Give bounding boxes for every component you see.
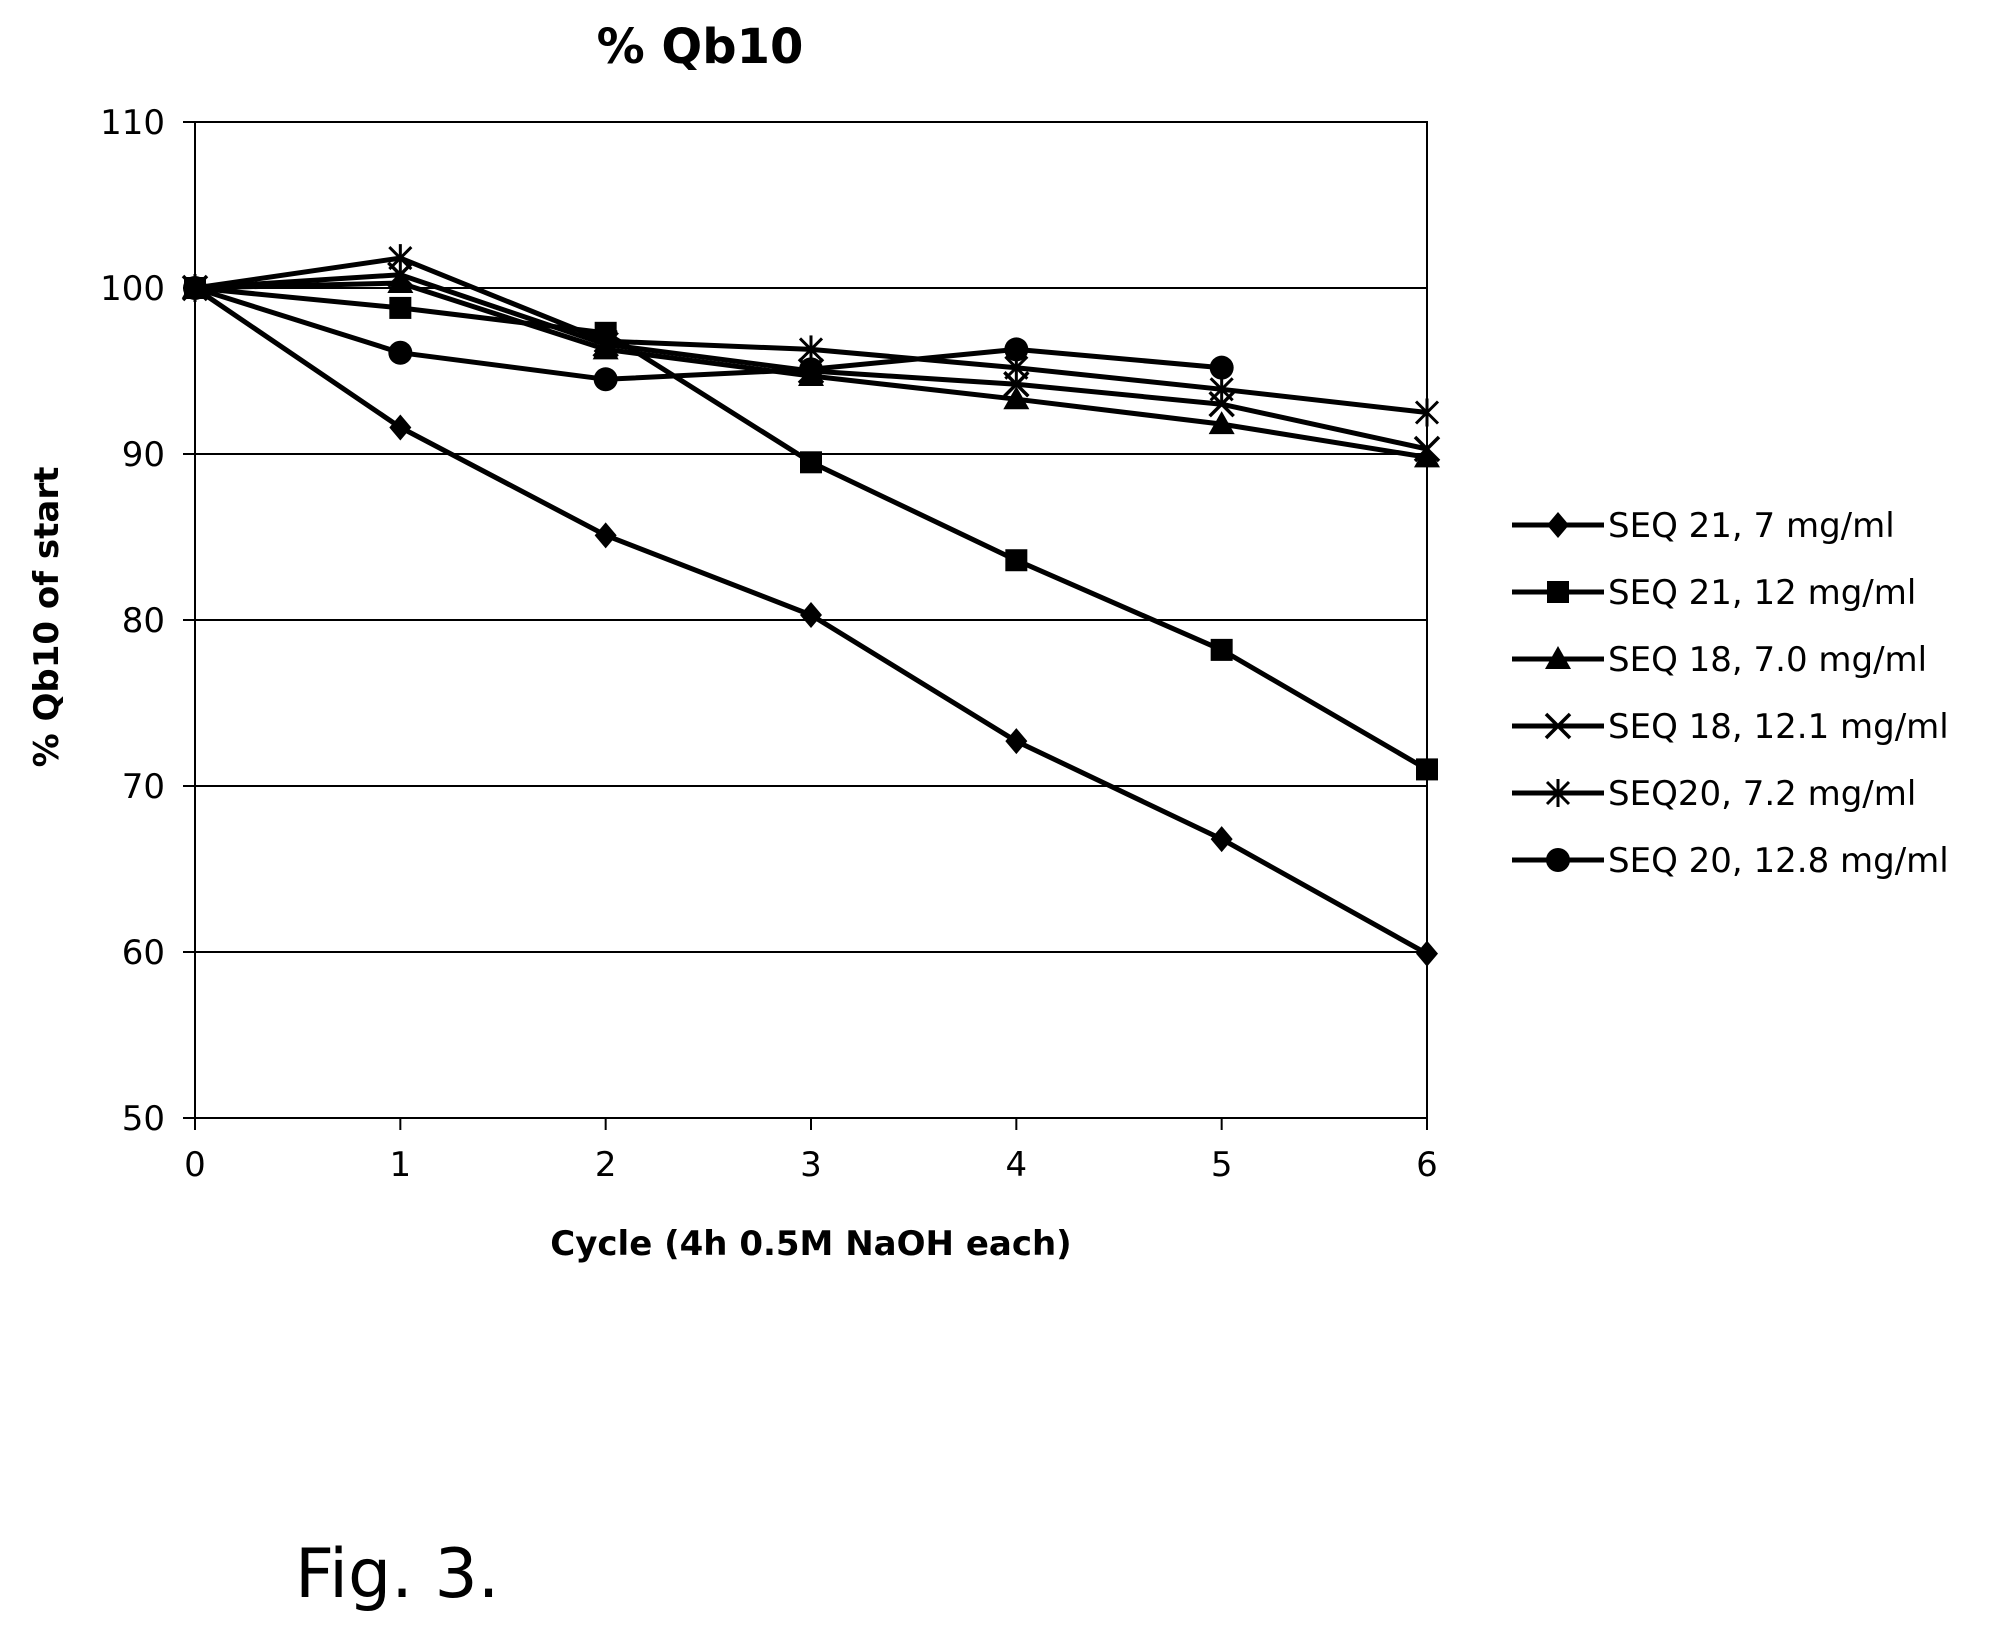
data-point xyxy=(1416,940,1438,967)
data-point xyxy=(1413,435,1441,463)
series-5 xyxy=(182,244,1440,427)
x-tick-label: 0 xyxy=(184,1145,206,1185)
data-point xyxy=(800,602,822,629)
y-tick-label: 100 xyxy=(100,269,165,309)
data-point xyxy=(1210,826,1233,853)
y-axis-label: % Qb10 of start xyxy=(27,467,67,768)
data-point xyxy=(1210,638,1233,661)
x-axis-label: Cycle (4h 0.5M NaOH each) xyxy=(550,1224,1071,1264)
legend-label: SEQ 21, 12 mg/ml xyxy=(1608,573,1916,613)
marker-stroke xyxy=(1413,435,1441,463)
data-point xyxy=(1209,375,1234,404)
series-line xyxy=(194,285,1222,382)
y-tick-label: 50 xyxy=(122,1099,165,1139)
y-tick-label: 90 xyxy=(122,435,165,475)
series-6 xyxy=(183,276,1234,392)
data-point xyxy=(1004,337,1029,362)
data-point xyxy=(388,244,413,273)
data-point xyxy=(594,522,617,549)
legend-marker xyxy=(1544,712,1572,740)
legend-marker xyxy=(1545,646,1571,669)
marker-stroke xyxy=(1544,712,1572,740)
axes: 50 60 70 80 90 100 110 0 1 2 3 4 5 6 xyxy=(100,103,1438,1185)
legend-label: SEQ 18, 12.1 mg/ml xyxy=(1608,707,1949,747)
data-point xyxy=(1005,549,1028,572)
legend-label: SEQ20, 7.2 mg/ml xyxy=(1608,774,1916,814)
x-tick-label: 6 xyxy=(1416,1145,1438,1185)
data-point xyxy=(799,357,823,382)
y-tick-label: 80 xyxy=(122,601,165,641)
y-tick-label: 110 xyxy=(100,103,165,143)
legend-label: SEQ 18, 7.0 mg/ml xyxy=(1608,640,1927,680)
series-lines xyxy=(181,244,1441,967)
legend-item: SEQ20, 7.2 mg/ml xyxy=(1512,774,1916,814)
legend-marker xyxy=(1547,512,1569,538)
data-point xyxy=(1209,355,1234,380)
legend-item: SEQ 18, 12.1 mg/ml xyxy=(1512,707,1949,747)
data-point xyxy=(800,451,822,474)
legend-label: SEQ 20, 12.8 mg/ml xyxy=(1608,841,1949,881)
x-tick-label: 1 xyxy=(390,1145,412,1185)
data-point xyxy=(1208,411,1235,435)
x-tick-label: 4 xyxy=(1006,1145,1028,1185)
legend-marker xyxy=(1547,581,1569,603)
chart-title: % Qb10 xyxy=(597,19,804,75)
data-point xyxy=(1003,386,1030,410)
x-tick-label: 5 xyxy=(1211,1145,1233,1185)
legend: SEQ 21, 7 mg/ml SEQ 21, 12 mg/ml SEQ 18, 7… xyxy=(1512,506,1949,881)
legend-item: SEQ 21, 12 mg/ml xyxy=(1512,573,1916,613)
legend-marker xyxy=(1546,848,1570,872)
data-point xyxy=(389,414,412,441)
data-point xyxy=(1005,728,1028,755)
y-tick-label: 60 xyxy=(122,933,165,973)
data-point xyxy=(183,276,207,300)
data-point xyxy=(1414,398,1440,427)
legend-item: SEQ 20, 12.8 mg/ml xyxy=(1512,841,1949,881)
x-tick-label: 2 xyxy=(595,1145,617,1185)
y-tick-label: 70 xyxy=(122,767,165,807)
data-point xyxy=(593,327,618,356)
data-point xyxy=(387,270,414,294)
data-point xyxy=(1414,444,1440,468)
legend-item: SEQ 18, 7.0 mg/ml xyxy=(1512,640,1927,680)
data-point xyxy=(1416,758,1438,781)
figure-caption: Fig. 3. xyxy=(295,1535,500,1614)
data-point xyxy=(388,340,413,365)
legend-item: SEQ 21, 7 mg/ml xyxy=(1512,506,1895,546)
x-tick-label: 3 xyxy=(800,1145,822,1185)
legend-label: SEQ 21, 7 mg/ml xyxy=(1608,506,1895,546)
data-point xyxy=(389,296,412,319)
legend-marker xyxy=(1545,779,1571,807)
data-point xyxy=(593,367,618,392)
